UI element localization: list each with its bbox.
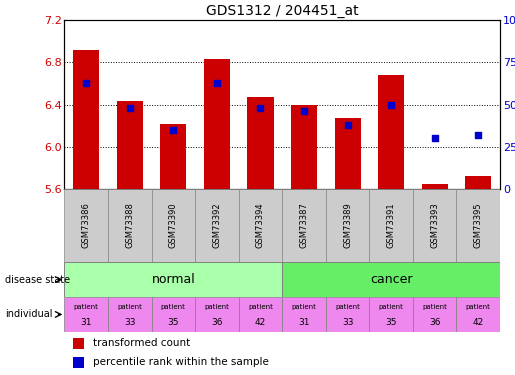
Text: 35: 35 [385, 318, 397, 327]
Bar [282, 297, 326, 332]
Text: 35: 35 [167, 318, 179, 327]
Point [169, 127, 177, 133]
Bar [238, 297, 282, 332]
Point [82, 80, 90, 86]
Point [256, 105, 265, 111]
Text: disease state: disease state [5, 274, 70, 285]
Text: cancer: cancer [370, 273, 413, 286]
Bar [108, 297, 151, 332]
Bar [73, 357, 84, 368]
Bar [195, 189, 238, 262]
Bar [282, 262, 500, 297]
Text: patient: patient [161, 304, 186, 310]
Text: patient: patient [379, 304, 404, 310]
Text: patient: patient [466, 304, 491, 310]
Text: 31: 31 [80, 318, 92, 327]
Bar [369, 189, 413, 262]
Text: GSM73392: GSM73392 [212, 203, 221, 248]
Bar [151, 297, 195, 332]
Bar [195, 297, 238, 332]
Bar [291, 105, 317, 189]
Bar [378, 75, 404, 189]
Bar [204, 59, 230, 189]
Text: 33: 33 [342, 318, 353, 327]
Bar [456, 189, 500, 262]
Text: GSM73391: GSM73391 [387, 203, 396, 248]
Text: GSM73389: GSM73389 [343, 202, 352, 248]
Text: 42: 42 [473, 318, 484, 327]
Text: individual: individual [5, 309, 53, 320]
Bar [73, 50, 99, 189]
Text: transformed count: transformed count [93, 339, 190, 348]
Bar [73, 338, 84, 349]
Point [474, 132, 483, 138]
Point [344, 122, 352, 128]
Bar [369, 297, 413, 332]
Text: GSM73386: GSM73386 [82, 202, 91, 249]
Bar [64, 189, 108, 262]
Bar [238, 189, 282, 262]
Bar [326, 297, 369, 332]
Bar [326, 189, 369, 262]
Bar [413, 189, 456, 262]
Bar [413, 297, 456, 332]
Point [213, 80, 221, 86]
Text: 36: 36 [429, 318, 440, 327]
Text: patient: patient [248, 304, 273, 310]
Text: GSM73393: GSM73393 [430, 202, 439, 248]
Text: patient: patient [291, 304, 316, 310]
Bar [335, 118, 360, 189]
Bar [117, 102, 143, 189]
Text: GSM73390: GSM73390 [169, 203, 178, 248]
Text: 31: 31 [298, 318, 310, 327]
Text: GSM73387: GSM73387 [300, 202, 308, 249]
Bar [160, 124, 186, 189]
Text: patient: patient [422, 304, 447, 310]
Bar [151, 189, 195, 262]
Text: GSM73395: GSM73395 [474, 203, 483, 248]
Bar [422, 184, 448, 189]
Text: 36: 36 [211, 318, 222, 327]
Text: patient: patient [335, 304, 360, 310]
Bar [247, 97, 273, 189]
Text: GSM73388: GSM73388 [125, 202, 134, 249]
Point [431, 135, 439, 141]
Text: percentile rank within the sample: percentile rank within the sample [93, 357, 268, 367]
Text: patient: patient [204, 304, 229, 310]
Text: 42: 42 [255, 318, 266, 327]
Point [300, 108, 308, 114]
Bar [282, 189, 326, 262]
Text: GSM73394: GSM73394 [256, 203, 265, 248]
Text: patient: patient [74, 304, 98, 310]
Bar [456, 297, 500, 332]
Text: 33: 33 [124, 318, 135, 327]
Bar [64, 297, 108, 332]
Bar [64, 262, 282, 297]
Text: patient: patient [117, 304, 142, 310]
Bar [108, 189, 151, 262]
Point [387, 102, 396, 108]
Bar [465, 176, 491, 189]
Text: normal: normal [151, 273, 195, 286]
Point [126, 105, 134, 111]
Title: GDS1312 / 204451_at: GDS1312 / 204451_at [206, 4, 358, 18]
